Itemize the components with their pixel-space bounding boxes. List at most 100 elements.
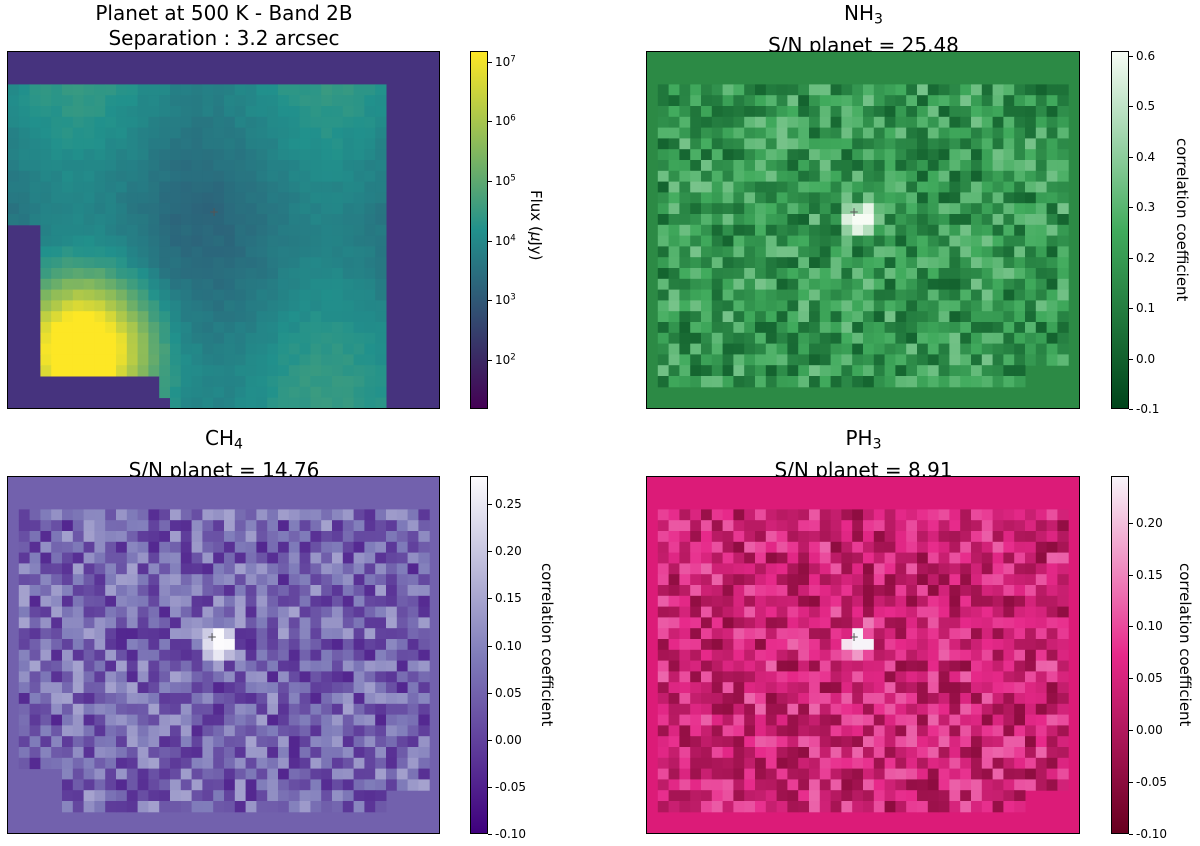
- heatmap-cell: [809, 779, 821, 791]
- heatmap-cell: [321, 149, 333, 161]
- heatmap-cell: [1035, 322, 1048, 334]
- heatmap-cell: [917, 595, 929, 608]
- heatmap-cell: [62, 682, 74, 694]
- heatmap-cell: [40, 541, 52, 554]
- heatmap-cell: [94, 541, 106, 554]
- heatmap-cell: [342, 649, 355, 662]
- heatmap-cell: [690, 606, 702, 618]
- heatmap-cell: [375, 628, 387, 640]
- heatmap-cell: [701, 714, 713, 726]
- heatmap-cell: [267, 606, 279, 618]
- heatmap-cell: [971, 149, 983, 161]
- heatmap-cell: [992, 628, 1004, 640]
- heatmap-cell: [62, 106, 74, 118]
- heatmap-cell: [733, 628, 745, 640]
- heatmap-cell: [159, 595, 171, 608]
- heatmap-cell: [116, 801, 128, 813]
- heatmap-cell: [148, 95, 160, 107]
- heatmap-cell: [819, 354, 832, 366]
- heatmap-cell: [701, 509, 713, 521]
- heatmap-cell: [342, 192, 355, 204]
- heatmap-cell: [321, 170, 333, 183]
- heatmap-cell: [396, 617, 409, 629]
- heatmap-cell: [787, 703, 799, 716]
- heatmap-cell: [267, 397, 279, 408]
- heatmap-cell: [733, 149, 745, 161]
- heatmap-cell: [224, 736, 236, 748]
- heatmap-cell: [342, 757, 355, 770]
- heatmap-cell: [202, 181, 214, 193]
- heatmap-cell: [960, 574, 972, 586]
- heatmap-cell: [863, 149, 875, 161]
- heatmap-cell: [94, 747, 106, 759]
- heatmap-cell: [949, 127, 961, 139]
- heatmap-cell: [1046, 149, 1058, 161]
- heatmap-cell: [711, 725, 724, 737]
- heatmap-cell: [288, 376, 301, 388]
- heatmap-cell: [375, 617, 387, 629]
- heatmap-cell: [375, 714, 387, 726]
- heatmap-cell: [386, 628, 398, 640]
- heatmap-cell: [1057, 617, 1069, 629]
- heatmap-cell: [1025, 289, 1037, 301]
- heatmap-cell: [798, 278, 810, 291]
- heatmap-cell: [755, 639, 767, 651]
- heatmap-cell: [234, 116, 247, 129]
- heatmap-cell: [1057, 116, 1069, 129]
- heatmap-cell: [72, 289, 85, 301]
- heatmap-cell: [798, 509, 810, 521]
- heatmap-cell: [679, 574, 691, 586]
- heatmap-cell: [798, 203, 810, 215]
- heatmap-cell: [321, 376, 333, 388]
- heatmap-cell: [722, 628, 734, 640]
- heatmap-cell: [148, 520, 160, 532]
- heatmap-cell: [776, 714, 788, 726]
- heatmap-cell: [332, 354, 344, 366]
- heatmap-cell: [884, 192, 896, 204]
- heatmap-cell: [72, 520, 85, 532]
- heatmap-cell: [701, 376, 713, 388]
- heatmap-cell: [863, 693, 875, 705]
- heatmap-cell: [288, 509, 301, 521]
- heatmap-cell: [51, 127, 63, 139]
- heatmap-cell: [884, 747, 896, 759]
- heatmap-cell: [321, 289, 333, 301]
- heatmap-cell: [873, 606, 886, 618]
- heatmap-cell: [353, 354, 365, 366]
- heatmap-cell: [949, 714, 961, 726]
- heatmap-cell: [949, 170, 961, 183]
- heatmap-cell: [755, 790, 767, 802]
- heatmap-cell: [917, 149, 929, 161]
- heatmap-cell: [245, 160, 257, 172]
- heatmap-cell: [852, 376, 864, 388]
- heatmap-cell: [51, 617, 63, 629]
- heatmap-cell: [884, 365, 896, 377]
- heatmap-cell: [288, 801, 301, 813]
- heatmap-cell: [906, 138, 918, 150]
- heatmap-cell: [841, 354, 853, 366]
- heatmap-cell: [180, 520, 193, 532]
- heatmap-cell: [917, 160, 929, 172]
- heatmap-cell: [180, 289, 193, 301]
- heatmap-cell: [353, 95, 365, 107]
- heatmap-cell: [170, 289, 182, 301]
- heatmap-cell: [679, 343, 691, 355]
- heatmap-cell: [755, 757, 767, 770]
- heatmap-cell: [72, 606, 85, 618]
- heatmap-cell: [288, 365, 301, 377]
- heatmap-cell: [949, 84, 961, 96]
- heatmap-cell: [256, 801, 268, 813]
- heatmap-cell: [418, 660, 430, 672]
- heatmap-cell: [895, 790, 907, 802]
- heatmap-cell: [733, 649, 745, 662]
- heatmap-cell: [938, 779, 950, 791]
- heatmap-cell: [873, 552, 886, 564]
- heatmap-cell: [234, 736, 247, 748]
- heatmap-cell: [1025, 84, 1037, 96]
- heatmap-cell: [1035, 203, 1048, 215]
- heatmap-cell: [213, 595, 225, 608]
- heatmap-cell: [310, 332, 322, 345]
- heatmap-cell: [342, 617, 355, 629]
- heatmap-cell: [267, 268, 279, 280]
- heatmap-cell: [1003, 257, 1015, 269]
